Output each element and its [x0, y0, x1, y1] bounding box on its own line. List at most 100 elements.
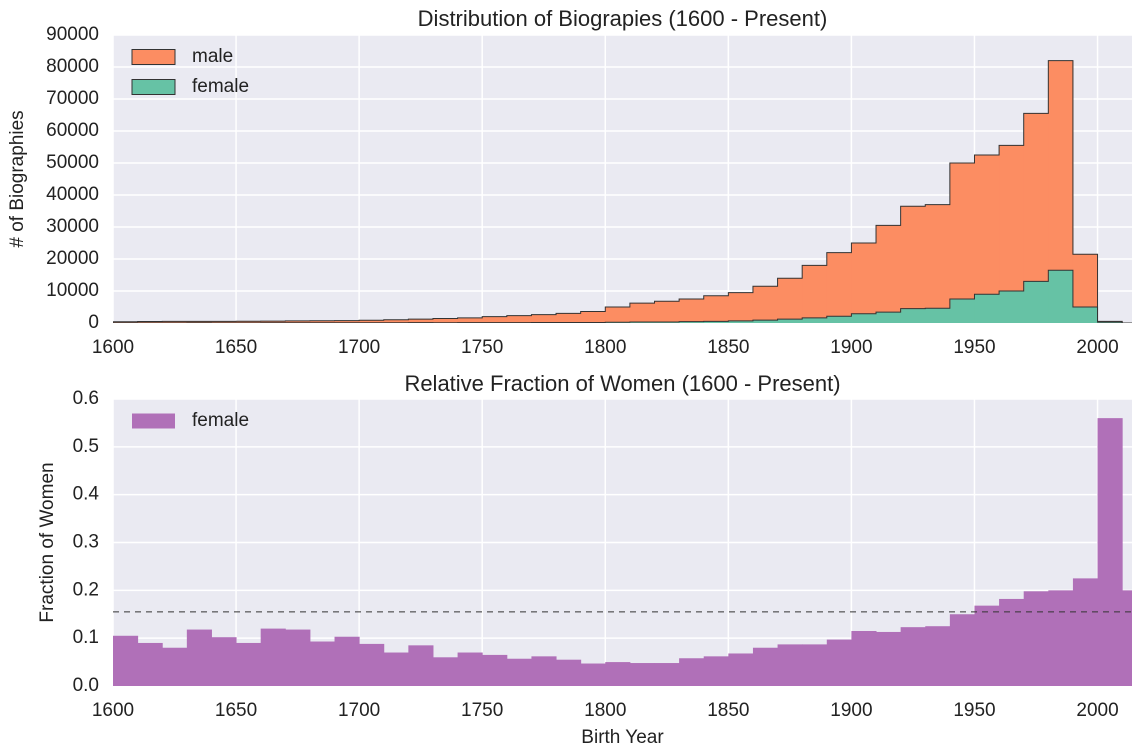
x-tick-label: 1900 — [830, 700, 872, 721]
bar-segment — [383, 319, 409, 323]
bar — [949, 614, 975, 686]
bar — [556, 659, 582, 686]
bar-segment — [605, 307, 631, 323]
bar — [1072, 578, 1099, 686]
bar — [605, 662, 631, 686]
x-tick-label: 2000 — [1076, 700, 1118, 721]
bar-segment — [900, 308, 926, 323]
bar-segment — [186, 321, 212, 323]
legend-swatch — [131, 79, 176, 95]
bar — [260, 628, 286, 686]
bar-segment — [777, 278, 803, 320]
bar — [162, 647, 188, 686]
bar-segment — [408, 319, 434, 323]
bar — [851, 630, 877, 686]
y-tick-label: 0.0 — [73, 675, 99, 696]
bar-segment — [457, 317, 483, 323]
bar-segment — [876, 312, 902, 323]
bar-segment — [211, 321, 237, 323]
bar-segment — [162, 321, 188, 323]
bar — [531, 656, 557, 686]
bar-segment — [1072, 254, 1099, 307]
x-tick-label: 1700 — [338, 337, 380, 358]
bar-segment — [482, 316, 508, 323]
bar-segment — [580, 311, 606, 323]
bar — [1048, 590, 1074, 686]
bar — [679, 658, 705, 686]
bar — [925, 626, 951, 686]
x-tick-label: 1900 — [830, 337, 872, 358]
bar-segment — [260, 321, 286, 323]
bar-segment — [925, 308, 951, 323]
bar-segment — [654, 301, 680, 322]
x-tick-label: 1800 — [584, 337, 626, 358]
bar — [482, 654, 508, 686]
y-axis-label: Fraction of Women — [37, 462, 58, 622]
y-tick-label: 0.3 — [73, 532, 99, 553]
bar-segment — [876, 225, 902, 313]
bar — [1023, 591, 1049, 686]
y-axis-label: # of Biographies — [7, 110, 28, 247]
bar — [236, 642, 262, 686]
bar — [432, 657, 459, 686]
bar-segment — [113, 321, 139, 323]
bar — [728, 653, 754, 686]
bar-segment — [236, 321, 262, 323]
step-outline — [113, 269, 1123, 323]
y-tick-label: 60000 — [46, 120, 99, 141]
bar-segment — [851, 313, 877, 323]
bar-segment — [703, 295, 729, 322]
bar — [1122, 590, 1132, 686]
bar-segment — [285, 320, 311, 323]
bar — [826, 639, 852, 686]
bar — [802, 644, 828, 686]
bar-segment — [137, 321, 163, 323]
x-tick-label: 1650 — [215, 700, 257, 721]
bar — [309, 641, 336, 686]
y-tick-label: 80000 — [46, 56, 99, 77]
bar-segment — [728, 320, 754, 323]
bar-segment — [506, 315, 532, 323]
bar-segment — [359, 320, 385, 323]
y-tick-label: 30000 — [46, 216, 99, 237]
bar-segment — [1048, 60, 1074, 271]
bar — [752, 647, 779, 686]
bar — [408, 645, 434, 686]
x-tick-label: 1950 — [953, 337, 995, 358]
x-tick-label: 1700 — [338, 700, 380, 721]
bar-segment — [1023, 113, 1049, 282]
bar-segment — [826, 252, 852, 317]
legend-label: male — [192, 46, 233, 67]
chart-title: Distribution of Biograpies (1600 - Prese… — [418, 6, 828, 31]
bars — [113, 60, 1132, 323]
x-tick-label: 1950 — [953, 700, 995, 721]
bar — [1097, 418, 1123, 686]
bar-segment — [999, 145, 1025, 291]
x-tick-label: 1600 — [92, 700, 134, 721]
x-tick-label: 1650 — [215, 337, 257, 358]
x-tick-label: 1600 — [92, 337, 134, 358]
y-tick-label: 50000 — [46, 152, 99, 173]
bar-segment — [851, 243, 877, 314]
bar — [211, 637, 237, 686]
bar — [137, 642, 163, 686]
bar-segment — [556, 313, 582, 323]
bar — [186, 629, 212, 686]
bar-segment — [1072, 307, 1099, 323]
bar-segment — [1023, 281, 1049, 323]
bar — [974, 605, 1000, 686]
bar-segment — [974, 294, 1000, 323]
step-outline — [113, 60, 1123, 323]
bar-segment — [826, 316, 852, 323]
bar-segment — [728, 292, 754, 321]
y-tick-label: 10000 — [46, 280, 99, 301]
bar-segment — [777, 319, 803, 323]
bar — [580, 663, 606, 686]
bar-segment — [309, 320, 336, 323]
bar-segment — [802, 317, 828, 323]
bar — [383, 652, 409, 686]
bar — [777, 644, 803, 686]
y-tick-label: 20000 — [46, 248, 99, 269]
bar-segment — [679, 299, 705, 322]
